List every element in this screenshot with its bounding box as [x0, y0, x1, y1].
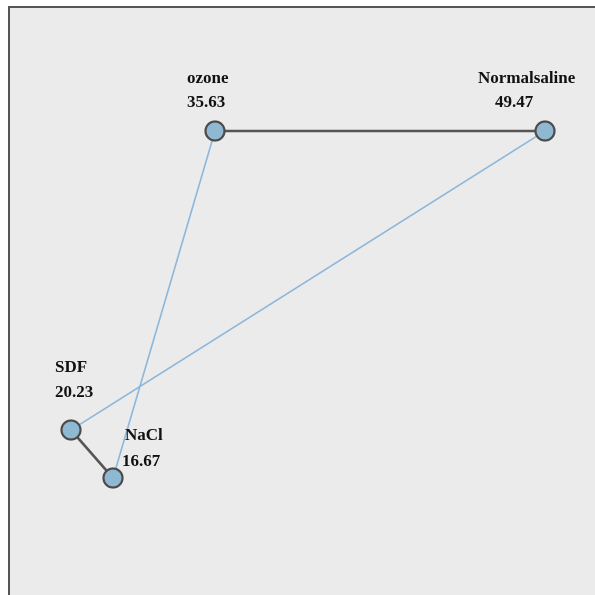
edge-ozone-nacl — [112, 130, 216, 479]
plot-background — [8, 6, 595, 595]
node-name-nacl: NaCl — [125, 425, 163, 444]
node-value-sdf: 20.23 — [55, 382, 93, 401]
node-circle-nacl — [102, 467, 124, 489]
node-sdf: SDF 20.23 — [55, 357, 93, 441]
node-name-sdf: SDF — [55, 357, 87, 376]
node-name-ozone: ozone — [187, 68, 229, 87]
node-circle-ozone — [204, 120, 226, 142]
node-circle-sdf — [60, 419, 82, 441]
node-value-ozone: 35.63 — [187, 92, 225, 111]
node-nacl: NaCl 16.67 — [102, 425, 163, 489]
node-value-nacl: 16.67 — [122, 451, 161, 470]
node-ozone: ozone 35.63 — [187, 68, 229, 142]
nodes-layer: ozone 35.63 Normalsaline 49.47 SDF 20.23 NaCl 1… — [55, 68, 576, 489]
node-normalsaline: Normalsaline 49.47 — [478, 68, 576, 142]
edges-layer — [70, 129, 546, 479]
edge-sdf-nacl — [70, 429, 114, 479]
node-circle-normalsaline — [534, 120, 556, 142]
node-name-normalsaline: Normalsaline — [478, 68, 576, 87]
node-value-normalsaline: 49.47 — [495, 92, 534, 111]
edge-normalsaline-sdf — [70, 130, 546, 431]
